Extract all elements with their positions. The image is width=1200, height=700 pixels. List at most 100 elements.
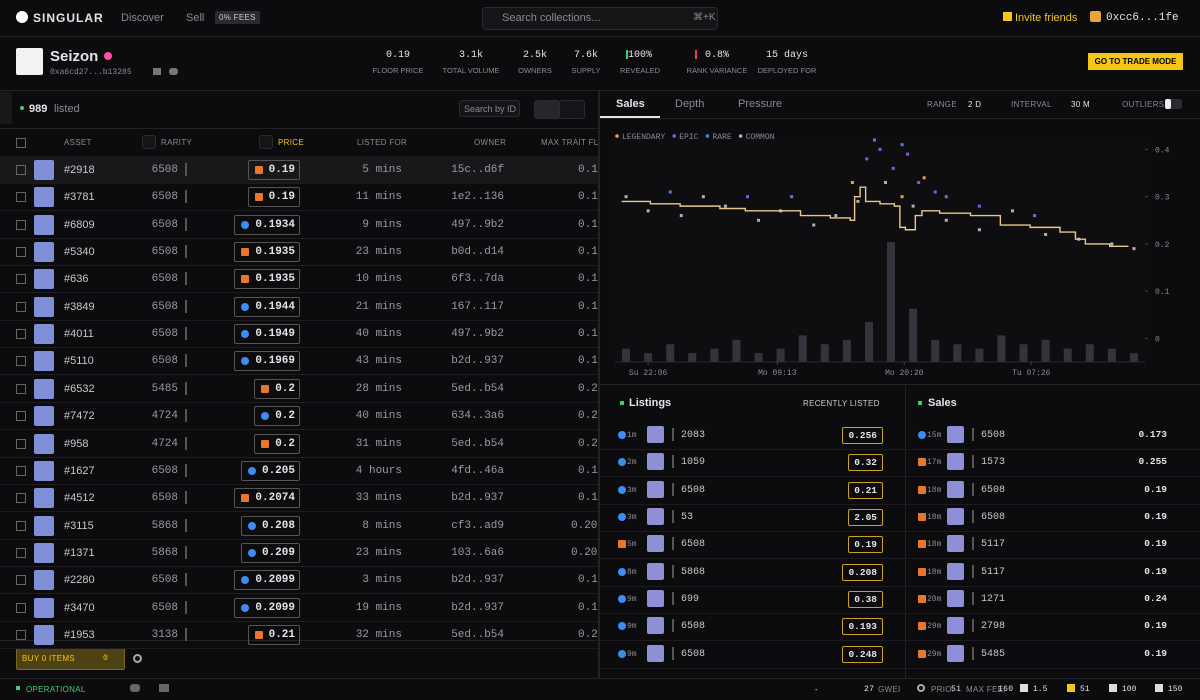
table-row[interactable] xyxy=(0,430,598,458)
tab[interactable]: Sales xyxy=(616,98,645,110)
price-box[interactable]: 0.1934 xyxy=(234,214,300,235)
price-box[interactable]: 0.2074 xyxy=(234,488,300,509)
y-tick-label: 0.3 xyxy=(1155,194,1170,203)
settings-icon[interactable] xyxy=(133,654,142,663)
row-checkbox[interactable] xyxy=(16,356,26,367)
price: 0.19 xyxy=(1144,538,1167,550)
row-checkbox[interactable] xyxy=(16,438,26,449)
select-all[interactable] xyxy=(16,138,26,148)
price-box[interactable]: 0.205 xyxy=(240,460,300,481)
row-checkbox[interactable] xyxy=(16,192,26,203)
discord-icon[interactable] xyxy=(169,68,178,75)
sale-point xyxy=(944,195,948,199)
column-header[interactable]: ASSET xyxy=(64,138,92,147)
price-box[interactable]: 0.1935 xyxy=(234,269,300,290)
table-row[interactable] xyxy=(0,375,598,403)
table-row[interactable] xyxy=(0,594,598,622)
tab[interactable]: Pressure xyxy=(738,98,783,110)
price-box[interactable]: 0.21 xyxy=(247,624,300,645)
column-header[interactable]: RARITY xyxy=(161,138,193,147)
wallet[interactable]: 0xcc6...1fe xyxy=(1106,12,1179,24)
filter-button[interactable] xyxy=(259,135,273,149)
column-header[interactable]: MAX TRAIT FL xyxy=(541,138,598,147)
table-row[interactable] xyxy=(0,347,598,376)
settings-icon[interactable] xyxy=(917,684,925,692)
twitter-icon[interactable] xyxy=(153,68,161,75)
table-row[interactable] xyxy=(0,539,598,567)
row-checkbox[interactable] xyxy=(16,219,26,230)
price-box[interactable]: 0.2 xyxy=(254,406,300,427)
price-box[interactable]: 0.2099 xyxy=(234,597,300,618)
row-checkbox[interactable] xyxy=(16,493,26,504)
volume-bar xyxy=(997,335,1006,362)
table-row[interactable] xyxy=(0,484,598,513)
price-box[interactable]: 0.208 xyxy=(240,515,300,536)
filter-button[interactable] xyxy=(142,135,156,149)
table-row[interactable] xyxy=(0,183,598,212)
table-row[interactable] xyxy=(0,320,598,349)
price-box[interactable]: 0.2 xyxy=(254,378,300,399)
twitter-icon[interactable] xyxy=(159,684,169,692)
outliers-toggle[interactable] xyxy=(1165,99,1182,109)
asset-id: #2918 xyxy=(64,164,95,176)
price-box[interactable]: 0.19 xyxy=(247,187,300,208)
table-row[interactable] xyxy=(0,402,598,431)
row-checkbox[interactable] xyxy=(16,247,26,258)
column-header[interactable]: OWNER xyxy=(474,138,507,147)
opensea-icon xyxy=(241,330,250,339)
rarity-bar xyxy=(185,190,187,204)
view-grid-button[interactable] xyxy=(559,100,585,119)
column-header[interactable]: PRICE xyxy=(278,138,304,147)
column-header[interactable]: LISTED FOR xyxy=(357,138,408,147)
row-checkbox[interactable] xyxy=(16,274,26,285)
price: 0.255 xyxy=(1138,456,1167,468)
nav-link[interactable]: Sell xyxy=(186,12,205,24)
row-checkbox[interactable] xyxy=(16,465,26,476)
row-checkbox[interactable] xyxy=(16,602,26,613)
row-checkbox[interactable] xyxy=(16,383,26,394)
trade-mode-button[interactable]: GO TO TRADE MODE xyxy=(1088,53,1183,70)
row-checkbox[interactable] xyxy=(16,629,26,640)
row-checkbox[interactable] xyxy=(16,411,26,422)
logo[interactable]: SINGULAR xyxy=(33,11,104,25)
rarity-bar xyxy=(185,163,187,176)
table-row[interactable] xyxy=(0,566,598,595)
asset-thumb xyxy=(647,644,664,662)
price-box[interactable]: 0.2 xyxy=(254,433,300,454)
range-select[interactable]: 2 D xyxy=(968,100,982,109)
price-box[interactable]: 0.1944 xyxy=(234,296,300,317)
price-box[interactable]: 0.2099 xyxy=(234,570,300,591)
view-list-button[interactable] xyxy=(534,100,560,119)
price-box[interactable]: 0.1949 xyxy=(234,324,300,345)
table-row[interactable] xyxy=(0,211,598,239)
row-checkbox[interactable] xyxy=(16,575,26,586)
row-checkbox[interactable] xyxy=(16,329,26,340)
row-checkbox[interactable] xyxy=(16,547,26,558)
discord-icon[interactable] xyxy=(130,684,140,692)
price-box[interactable]: 0.1969 xyxy=(234,351,300,372)
id-search[interactable]: Search by ID xyxy=(459,100,520,117)
tab[interactable]: Depth xyxy=(675,98,705,110)
sort-select[interactable]: RECENTLY LISTED xyxy=(803,399,880,408)
price-box[interactable]: 0.19 xyxy=(247,160,300,180)
table-row[interactable] xyxy=(0,293,598,321)
table-row[interactable] xyxy=(0,457,598,485)
table-row[interactable] xyxy=(0,265,598,294)
count: 51 xyxy=(1080,685,1090,694)
row-checkbox[interactable] xyxy=(16,301,26,312)
price-box[interactable]: 0.1935 xyxy=(234,242,300,263)
interval-select[interactable]: 30 M xyxy=(1071,100,1090,109)
row-checkbox[interactable] xyxy=(16,520,26,531)
table-row[interactable] xyxy=(0,621,598,649)
search-box[interactable] xyxy=(482,7,718,30)
table-row[interactable] xyxy=(0,512,598,540)
collapse-button[interactable] xyxy=(0,92,12,124)
row-checkbox[interactable] xyxy=(16,165,26,175)
favorite-icon[interactable] xyxy=(104,52,112,60)
nav-link[interactable]: Discover xyxy=(121,12,164,24)
time: 3m xyxy=(627,485,637,495)
invite-link[interactable]: Invite friends xyxy=(1015,12,1078,24)
price-box[interactable]: 0.209 xyxy=(240,542,300,563)
table-row[interactable] xyxy=(0,238,598,267)
asset-thumb xyxy=(947,562,964,580)
